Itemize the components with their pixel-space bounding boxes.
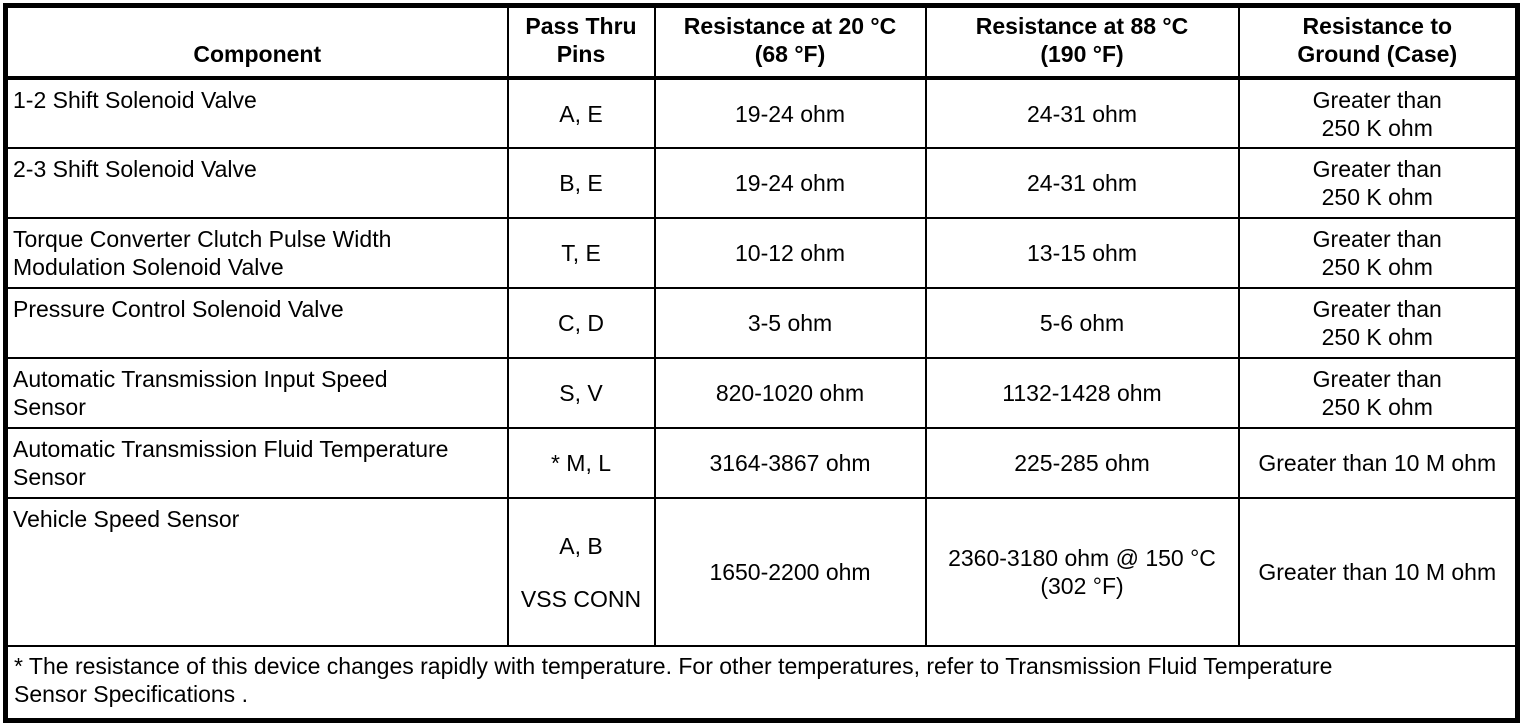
component-cell: Vehicle Speed Sensor <box>4 497 509 647</box>
header-resistance-88c: Resistance at 88 °C (190 °F) <box>924 4 1240 80</box>
resistance-20c-cell: 3-5 ohm <box>653 287 927 359</box>
header-row: Component Pass Thru Pins Resistance at 2… <box>4 4 1519 80</box>
pins-cell: A, B VSS CONN <box>506 497 656 647</box>
pins-cell: * M, L <box>506 427 656 499</box>
resistance-88c-cell: 2360-3180 ohm @ 150 °C (302 °F) <box>924 497 1240 647</box>
header-pass-thru-pins: Pass Thru Pins <box>506 4 656 80</box>
header-component: Component <box>4 4 509 80</box>
resistance-ground-cell: Greater than 250 K ohm <box>1237 77 1519 149</box>
pins-cell: A, E <box>506 77 656 149</box>
resistance-ground-cell: Greater than 250 K ohm <box>1237 217 1519 289</box>
pins-cell: T, E <box>506 217 656 289</box>
resistance-ground-cell: Greater than 250 K ohm <box>1237 287 1519 359</box>
resistance-spec-table: Component Pass Thru Pins Resistance at 2… <box>3 3 1520 723</box>
table-row: Automatic Transmission Input Speed Senso… <box>4 357 1519 429</box>
resistance-20c-cell: 19-24 ohm <box>653 147 927 219</box>
resistance-ground-cell: Greater than 10 M ohm <box>1237 427 1519 499</box>
component-cell: Automatic Transmission Input Speed Senso… <box>4 357 509 429</box>
resistance-88c-cell: 225-285 ohm <box>924 427 1240 499</box>
table-row: Automatic Transmission Fluid Temperature… <box>4 427 1519 499</box>
pins-cell: B, E <box>506 147 656 219</box>
page: Component Pass Thru Pins Resistance at 2… <box>3 3 1520 723</box>
resistance-20c-cell: 10-12 ohm <box>653 217 927 289</box>
table-row: Pressure Control Solenoid Valve C, D 3-5… <box>4 287 1519 359</box>
resistance-ground-cell: Greater than 10 M ohm <box>1237 497 1519 647</box>
resistance-ground-cell: Greater than 250 K ohm <box>1237 147 1519 219</box>
resistance-88c-cell: 5-6 ohm <box>924 287 1240 359</box>
resistance-88c-cell: 24-31 ohm <box>924 147 1240 219</box>
table-row: 2-3 Shift Solenoid Valve B, E 19-24 ohm … <box>4 147 1519 219</box>
table-row: Vehicle Speed Sensor A, B VSS CONN 1650-… <box>4 497 1519 647</box>
resistance-88c-cell: 24-31 ohm <box>924 77 1240 149</box>
resistance-20c-cell: 3164-3867 ohm <box>653 427 927 499</box>
component-cell: 2-3 Shift Solenoid Valve <box>4 147 509 219</box>
component-cell: Torque Converter Clutch Pulse Width Modu… <box>4 217 509 289</box>
resistance-ground-cell: Greater than 250 K ohm <box>1237 357 1519 429</box>
footnote-row: * The resistance of this device changes … <box>4 645 1519 721</box>
pins-cell: S, V <box>506 357 656 429</box>
resistance-20c-cell: 19-24 ohm <box>653 77 927 149</box>
pins-split: A, B VSS CONN <box>513 529 650 615</box>
component-cell: Pressure Control Solenoid Valve <box>4 287 509 359</box>
component-cell: 1-2 Shift Solenoid Valve <box>4 77 509 149</box>
table-row: 1-2 Shift Solenoid Valve A, E 19-24 ohm … <box>4 77 1519 149</box>
header-resistance-ground: Resistance to Ground (Case) <box>1237 4 1519 80</box>
resistance-88c-cell: 1132-1428 ohm <box>924 357 1240 429</box>
header-resistance-20c: Resistance at 20 °C (68 °F) <box>653 4 927 80</box>
resistance-20c-cell: 1650-2200 ohm <box>653 497 927 647</box>
pins-bottom-label: VSS CONN <box>520 586 642 612</box>
pins-cell: C, D <box>506 287 656 359</box>
footnote-text: * The resistance of this device changes … <box>4 645 1519 721</box>
table-row: Torque Converter Clutch Pulse Width Modu… <box>4 217 1519 289</box>
pins-top-label: A, B <box>559 533 603 559</box>
resistance-20c-cell: 820-1020 ohm <box>653 357 927 429</box>
resistance-88c-cell: 13-15 ohm <box>924 217 1240 289</box>
component-cell: Automatic Transmission Fluid Temperature… <box>4 427 509 499</box>
